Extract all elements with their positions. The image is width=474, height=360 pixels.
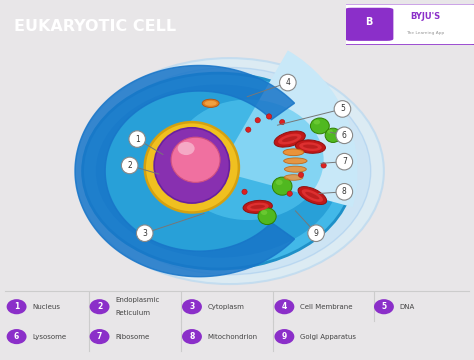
Ellipse shape: [205, 101, 217, 106]
Circle shape: [287, 191, 292, 196]
Text: 2: 2: [97, 302, 102, 311]
Text: 5: 5: [382, 302, 386, 311]
Text: Cytoplasm: Cytoplasm: [208, 304, 245, 310]
Text: 9: 9: [282, 332, 287, 341]
Circle shape: [308, 225, 324, 242]
Text: Endoplasmic: Endoplasmic: [115, 297, 160, 303]
Text: 2: 2: [128, 161, 132, 170]
Ellipse shape: [274, 131, 305, 147]
Ellipse shape: [261, 210, 267, 215]
Polygon shape: [75, 66, 294, 277]
Ellipse shape: [284, 158, 307, 164]
Text: 4: 4: [282, 302, 287, 311]
Text: 4: 4: [285, 78, 290, 87]
Ellipse shape: [250, 205, 265, 209]
Circle shape: [274, 299, 294, 314]
FancyBboxPatch shape: [345, 8, 393, 41]
Circle shape: [321, 163, 326, 168]
Circle shape: [7, 329, 27, 344]
Ellipse shape: [247, 203, 269, 211]
Ellipse shape: [154, 128, 229, 203]
Circle shape: [374, 299, 394, 314]
Circle shape: [137, 225, 153, 242]
Text: Reticulum: Reticulum: [115, 310, 150, 316]
Text: 3: 3: [189, 302, 195, 311]
Ellipse shape: [278, 134, 301, 144]
Circle shape: [7, 299, 27, 314]
Circle shape: [334, 101, 351, 117]
Ellipse shape: [178, 142, 195, 155]
Text: 1: 1: [135, 135, 139, 144]
Ellipse shape: [284, 175, 303, 180]
Circle shape: [182, 329, 202, 344]
Text: Golgi Apparatus: Golgi Apparatus: [300, 334, 356, 339]
Text: 1: 1: [14, 302, 19, 311]
Ellipse shape: [171, 137, 220, 183]
Text: 6: 6: [14, 332, 19, 341]
Ellipse shape: [173, 99, 324, 220]
Circle shape: [336, 153, 353, 170]
Text: The Learning App: The Learning App: [406, 31, 445, 35]
Ellipse shape: [82, 73, 354, 269]
Ellipse shape: [283, 149, 304, 156]
Text: 7: 7: [342, 157, 347, 166]
Text: 5: 5: [340, 104, 345, 113]
Ellipse shape: [282, 136, 298, 142]
Circle shape: [336, 184, 353, 200]
Circle shape: [255, 118, 260, 123]
Text: 7: 7: [97, 332, 102, 341]
Text: 3: 3: [142, 229, 147, 238]
Text: 9: 9: [314, 229, 319, 238]
Circle shape: [90, 299, 109, 314]
Ellipse shape: [325, 128, 341, 143]
Text: BYJU'S: BYJU'S: [410, 12, 440, 21]
Circle shape: [242, 189, 247, 194]
Ellipse shape: [88, 68, 371, 275]
Text: 8: 8: [342, 187, 346, 196]
Ellipse shape: [258, 208, 276, 225]
Circle shape: [280, 74, 296, 91]
FancyBboxPatch shape: [339, 4, 474, 45]
Ellipse shape: [301, 189, 323, 202]
Ellipse shape: [295, 140, 326, 153]
Ellipse shape: [298, 186, 327, 204]
Text: 6: 6: [342, 131, 347, 140]
Ellipse shape: [305, 192, 319, 199]
Circle shape: [299, 172, 304, 177]
Ellipse shape: [284, 166, 306, 172]
Ellipse shape: [96, 85, 341, 258]
Circle shape: [182, 299, 202, 314]
Ellipse shape: [327, 129, 333, 134]
Circle shape: [336, 127, 353, 144]
Circle shape: [274, 329, 294, 344]
Ellipse shape: [313, 120, 320, 125]
Text: DNA: DNA: [400, 304, 415, 310]
Text: B: B: [365, 17, 373, 27]
Ellipse shape: [299, 142, 322, 151]
Text: Nucleus: Nucleus: [32, 304, 60, 310]
Text: Ribosome: Ribosome: [115, 334, 149, 339]
Ellipse shape: [145, 122, 239, 212]
Text: 8: 8: [189, 332, 195, 341]
Circle shape: [90, 329, 109, 344]
Text: Lysosome: Lysosome: [32, 334, 66, 339]
Circle shape: [129, 131, 146, 147]
Ellipse shape: [273, 177, 292, 195]
Circle shape: [280, 120, 285, 125]
Ellipse shape: [202, 99, 219, 107]
Text: EUKARYOTIC CELL: EUKARYOTIC CELL: [14, 19, 176, 34]
Ellipse shape: [310, 118, 329, 134]
Ellipse shape: [75, 58, 384, 284]
Text: Cell Membrane: Cell Membrane: [300, 304, 353, 310]
Ellipse shape: [276, 180, 283, 185]
Wedge shape: [218, 50, 357, 207]
Circle shape: [121, 157, 138, 174]
Text: Mitochondrion: Mitochondrion: [208, 334, 258, 339]
Circle shape: [266, 114, 272, 119]
Ellipse shape: [243, 201, 273, 213]
Circle shape: [246, 127, 251, 132]
Ellipse shape: [303, 144, 318, 149]
